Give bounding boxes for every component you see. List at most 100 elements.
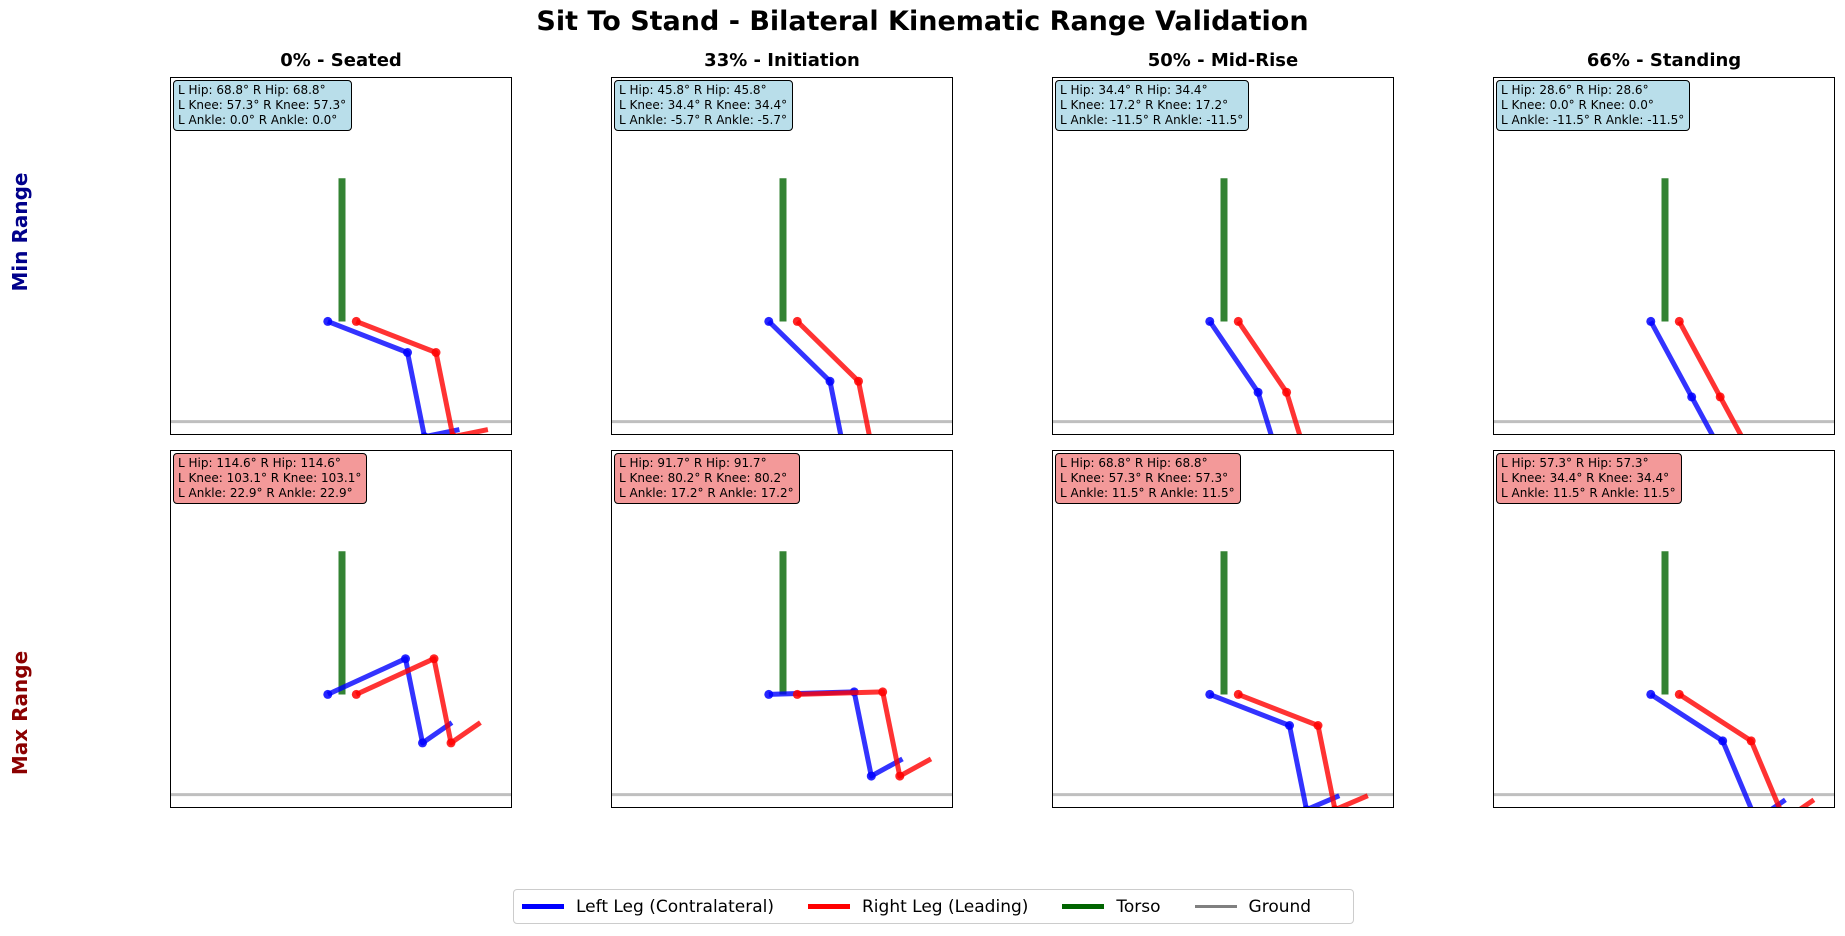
left-knee-joint <box>825 376 835 386</box>
stick-figure-plot <box>171 178 511 434</box>
hip-angles-text: L Hip: 68.8° R Hip: 68.8° <box>1060 456 1208 470</box>
right-hip-joint <box>351 316 361 326</box>
right-ankle-joint <box>449 432 457 434</box>
angle-readout-box: L Hip: 57.3° R Hip: 57.3° L Knee: 34.4° … <box>1496 453 1682 504</box>
legend-item-left-leg: Left Leg (Contralateral) <box>522 897 774 917</box>
knee-angles-text: L Knee: 0.0° R Knee: 0.0° <box>1501 98 1654 112</box>
right-knee-joint <box>1715 392 1725 402</box>
legend-label: Ground <box>1248 896 1312 917</box>
left-ankle-joint <box>866 771 876 781</box>
left-hip-joint <box>1205 689 1215 699</box>
hip-angles-text: L Hip: 68.8° R Hip: 68.8° <box>178 83 326 97</box>
hip-angles-text: L Hip: 91.7° R Hip: 91.7° <box>619 456 767 470</box>
left-hip-joint <box>1646 689 1656 699</box>
right-leg-line <box>797 689 933 779</box>
ankle-angles-text: L Ankle: 0.0° R Ankle: 0.0° <box>178 113 338 127</box>
panel-max-initiation: L Hip: 91.7° R Hip: 91.7° L Knee: 80.2° … <box>611 450 953 808</box>
column-title-initiation: 33% - Initiation <box>704 50 860 71</box>
left-ankle-joint <box>418 738 427 748</box>
right-leg-line <box>1237 692 1369 807</box>
stick-figure-plot <box>1053 551 1393 807</box>
row-label-min-range: Min Range <box>8 172 32 292</box>
angle-readout-box: L Hip: 68.8° R Hip: 68.8° L Knee: 57.3° … <box>1055 453 1241 504</box>
left-ankle-joint <box>1302 805 1311 807</box>
left-leg-line <box>767 319 844 434</box>
knee-angles-text: L Knee: 57.3° R Knee: 57.3° <box>1060 471 1229 485</box>
right-knee-joint <box>854 376 863 386</box>
angle-readout-box: L Hip: 91.7° R Hip: 91.7° L Knee: 80.2° … <box>614 453 800 504</box>
right-leg-line <box>1677 692 1816 807</box>
right-hip-joint <box>1674 316 1684 326</box>
hip-angles-text: L Hip: 34.4° R Hip: 34.4° <box>1060 83 1208 97</box>
left-hip-joint <box>323 316 333 326</box>
left-knee-joint <box>403 348 412 357</box>
left-knee-joint <box>1687 392 1697 402</box>
left-hip-joint <box>764 316 774 326</box>
ankle-angles-text: L Ankle: 11.5° R Ankle: 11.5° <box>1060 486 1235 500</box>
left-ankle-joint <box>420 432 429 434</box>
column-title-seated: 0% - Seated <box>280 50 402 71</box>
right-hip-joint <box>1674 689 1684 699</box>
hip-angles-text: L Hip: 28.6° R Hip: 28.6° <box>1501 83 1649 97</box>
right-leg-line <box>795 319 872 434</box>
legend-label: Left Leg (Contralateral) <box>576 896 774 917</box>
left-hip-joint <box>764 689 774 699</box>
left-leg-line <box>326 319 460 434</box>
left-hip-joint <box>323 689 333 699</box>
right-leg-line <box>355 656 482 746</box>
right-knee-joint <box>1746 736 1756 746</box>
legend-label: Torso <box>1116 896 1161 917</box>
right-ankle-joint <box>895 771 905 781</box>
angle-readout-box: L Hip: 34.4° R Hip: 34.4° L Knee: 17.2° … <box>1055 80 1250 131</box>
angle-readout-box: L Hip: 68.8° R Hip: 68.8° L Knee: 57.3° … <box>173 80 353 131</box>
right-leg-line <box>1677 320 1744 434</box>
right-leg-line <box>355 319 489 434</box>
figure-title: Sit To Stand - Bilateral Kinematic Range… <box>536 6 1309 37</box>
left-leg-line <box>1648 320 1715 434</box>
row-label-max-range: Max Range <box>8 650 32 776</box>
left-leg-line <box>1207 319 1274 434</box>
left-leg-line <box>326 656 454 746</box>
legend-swatch <box>808 904 850 909</box>
right-hip-joint <box>792 316 802 326</box>
legend-item-right-leg: Right Leg (Leading) <box>808 897 1028 917</box>
left-knee-joint <box>1253 387 1263 397</box>
stick-figure-plot <box>171 551 511 797</box>
angle-readout-box: L Hip: 114.6° R Hip: 114.6° L Knee: 103.… <box>173 453 368 504</box>
right-knee-joint <box>878 687 888 697</box>
left-hip-joint <box>1646 316 1656 326</box>
knee-angles-text: L Knee: 17.2° R Knee: 17.2° <box>1060 98 1229 112</box>
column-title-standing: 66% - Standing <box>1586 50 1742 71</box>
angle-readout-box: L Hip: 45.8° R Hip: 45.8° L Knee: 34.4° … <box>614 80 794 131</box>
stick-figure-plot <box>1494 551 1834 807</box>
ankle-angles-text: L Ankle: 17.2° R Ankle: 17.2° <box>619 486 794 500</box>
left-leg-line <box>1649 692 1787 807</box>
right-knee-joint <box>429 654 439 664</box>
knee-angles-text: L Knee: 80.2° R Knee: 80.2° <box>619 471 788 485</box>
ankle-angles-text: L Ankle: -11.5° R Ankle: -11.5° <box>1060 113 1244 127</box>
stick-figure-plot <box>1494 178 1834 434</box>
legend-swatch <box>522 904 564 909</box>
right-knee-joint <box>1313 721 1323 730</box>
legend: Left Leg (Contralateral) Right Leg (Lead… <box>513 889 1354 924</box>
right-hip-joint <box>351 689 361 699</box>
ankle-angles-text: L Ankle: -11.5° R Ankle: -11.5° <box>1501 113 1685 127</box>
panel-min-mid-rise: L Hip: 34.4° R Hip: 34.4° L Knee: 17.2° … <box>1052 77 1394 435</box>
panel-min-initiation: L Hip: 45.8° R Hip: 45.8° L Knee: 34.4° … <box>611 77 953 435</box>
left-leg-line <box>1208 692 1341 807</box>
angle-readout-box: L Hip: 28.6° R Hip: 28.6° L Knee: 0.0° R… <box>1496 80 1691 131</box>
legend-swatch <box>1062 904 1105 909</box>
right-knee-joint <box>431 348 441 357</box>
column-title-mid-rise: 50% - Mid-Rise <box>1147 50 1299 71</box>
stick-figure-plot <box>1053 178 1393 434</box>
legend-label: Right Leg (Leading) <box>862 896 1029 917</box>
ankle-angles-text: L Ankle: -5.7° R Ankle: -5.7° <box>619 113 787 127</box>
panel-min-seated: L Hip: 68.8° R Hip: 68.8° L Knee: 57.3° … <box>170 77 512 435</box>
right-ankle-joint <box>1331 805 1339 807</box>
right-hip-joint <box>792 689 802 699</box>
right-hip-joint <box>1233 689 1243 699</box>
legend-swatch <box>1194 905 1237 908</box>
panel-max-mid-rise: L Hip: 68.8° R Hip: 68.8° L Knee: 57.3° … <box>1052 450 1394 808</box>
hip-angles-text: L Hip: 45.8° R Hip: 45.8° <box>619 83 767 97</box>
left-knee-joint <box>1718 736 1728 746</box>
